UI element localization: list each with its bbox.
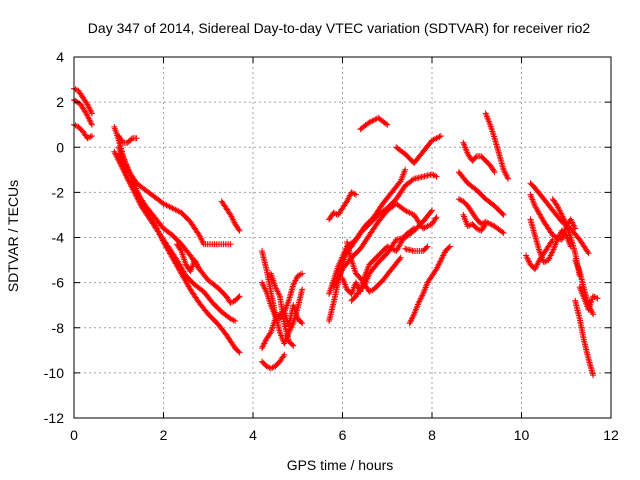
- marker-path-arc-12: [259, 351, 288, 372]
- y-tick-label: -4: [52, 230, 65, 246]
- series-arc-11: [259, 248, 306, 347]
- x-tick-label: 6: [339, 427, 347, 443]
- series-arc-15: [267, 270, 297, 349]
- series-arc-24: [393, 133, 444, 166]
- y-tick-label: 0: [56, 139, 64, 155]
- series-arc-23: [357, 114, 391, 133]
- series-arc-29: [460, 139, 498, 176]
- marker-path-arc-39: [572, 297, 597, 379]
- marker-path-arc-37: [572, 257, 597, 318]
- data-markers: [71, 85, 601, 379]
- marker-path-arc-38: [576, 284, 601, 313]
- series-arc-9: [173, 241, 203, 275]
- marker-path-arc-26: [406, 243, 453, 327]
- y-tick-label: -8: [52, 320, 65, 336]
- marker-path-arc-24: [393, 133, 444, 166]
- marker-path-arc-27: [455, 196, 507, 236]
- x-tick-label: 12: [603, 427, 619, 443]
- y-tick-label: -12: [44, 410, 64, 426]
- x-tick-label: 0: [70, 427, 78, 443]
- series-arc-7: [115, 144, 243, 356]
- series-arc-34: [527, 216, 574, 266]
- marker-path-arc-23: [357, 114, 391, 133]
- series-arc-38: [576, 284, 601, 313]
- marker-path-arc-28: [455, 169, 507, 218]
- x-tick-label: 10: [514, 427, 530, 443]
- marker-path-arc-15: [267, 270, 297, 349]
- x-tick-label: 2: [160, 427, 168, 443]
- marker-path-arc-11: [259, 248, 306, 347]
- y-tick-label: -10: [44, 365, 64, 381]
- marker-path-arc-8: [115, 133, 140, 146]
- marker-path-arc-30: [482, 110, 512, 182]
- marker-path-arc-7: [115, 144, 243, 356]
- marker-path-arc-18: [326, 189, 359, 223]
- chart-title: Day 347 of 2014, Sidereal Day-to-day VTE…: [88, 20, 591, 36]
- marker-path-arc-35: [523, 236, 556, 273]
- y-tick-label: -2: [52, 184, 65, 200]
- series-arc-26: [406, 243, 453, 327]
- x-tick-label: 8: [428, 427, 436, 443]
- series-arc-25: [402, 243, 431, 254]
- series-arc-27: [455, 196, 507, 236]
- y-tick-label: -6: [52, 275, 65, 291]
- series-arc-28: [455, 169, 507, 218]
- marker-path-arc-25: [402, 243, 431, 254]
- marker-path-arc-31: [460, 211, 489, 234]
- y-axis-label: SDTVAR / TECUs: [5, 180, 21, 292]
- series-arc-37: [572, 257, 597, 318]
- x-tick-label: 4: [249, 427, 257, 443]
- marker-path-arc-34: [527, 216, 574, 266]
- series-arc-30: [482, 110, 512, 182]
- marker-path-arc-16: [326, 171, 440, 324]
- grid-lines: [74, 57, 611, 418]
- y-tick-label: 2: [56, 94, 64, 110]
- series-arc-22: [348, 207, 435, 304]
- series-arc-31: [460, 211, 489, 234]
- marker-path-arc-22: [348, 207, 435, 304]
- series-arc-8: [115, 133, 140, 146]
- x-axis-label: GPS time / hours: [287, 457, 394, 473]
- marker-path-arc-10: [218, 198, 243, 234]
- series-arc-16: [326, 171, 440, 324]
- axis-ticks: 0 2 4 6 8 10 12 -12 -10 -8 -6 -4 -2 0 2 4: [44, 49, 619, 443]
- series-arc-10: [218, 198, 243, 234]
- series-arc-35: [523, 236, 556, 273]
- y-tick-label: 4: [56, 49, 64, 65]
- marker-path-arc-9: [173, 241, 203, 275]
- series-arc-18: [326, 189, 359, 223]
- marker-path-arc-29: [460, 139, 498, 176]
- series-arc-12: [259, 351, 288, 372]
- series-arc-39: [572, 297, 597, 379]
